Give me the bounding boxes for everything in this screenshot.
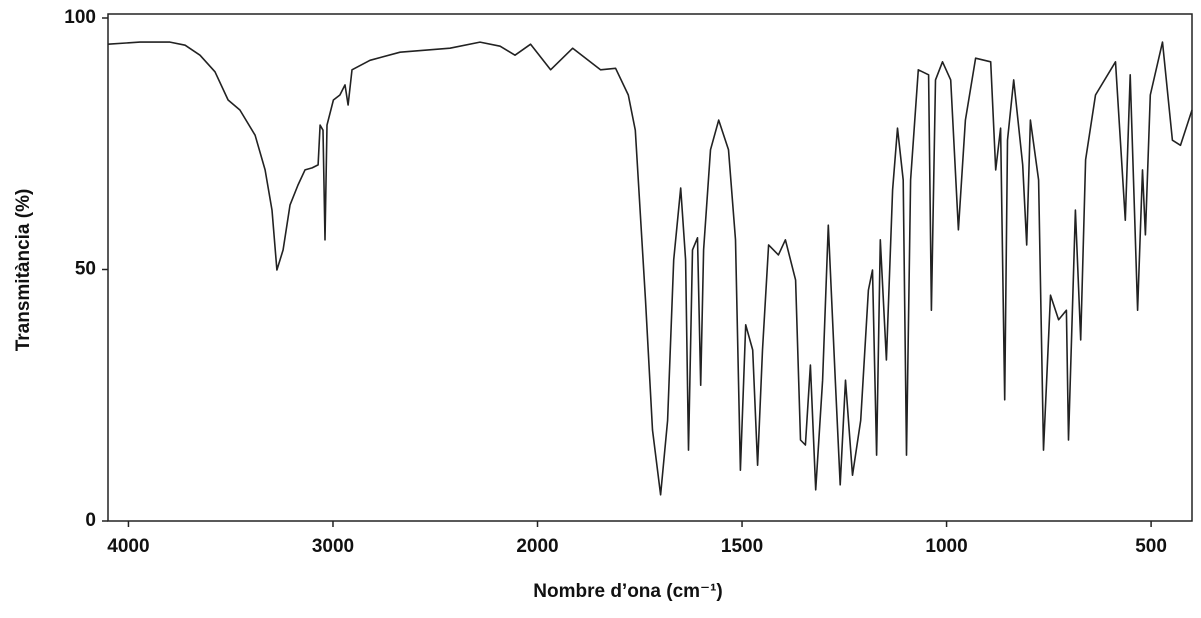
y-tick-label: 100 xyxy=(64,7,96,28)
x-tick-label: 3000 xyxy=(312,536,354,557)
y-axis-title: Transmitància (%) xyxy=(13,189,34,352)
spectrum-line xyxy=(107,41,1193,496)
x-tick-label: 4000 xyxy=(107,536,149,557)
y-tick-label: 0 xyxy=(85,510,96,531)
plot-frame xyxy=(107,13,1193,522)
x-tick-label: 500 xyxy=(1135,536,1167,557)
x-tick-label: 1000 xyxy=(925,536,967,557)
x-axis-title: Nombre d’ona (cm⁻¹) xyxy=(533,581,722,602)
x-tick-label: 1500 xyxy=(721,536,763,557)
y-tick-label: 50 xyxy=(75,259,96,280)
x-tick-label: 2000 xyxy=(516,536,558,557)
